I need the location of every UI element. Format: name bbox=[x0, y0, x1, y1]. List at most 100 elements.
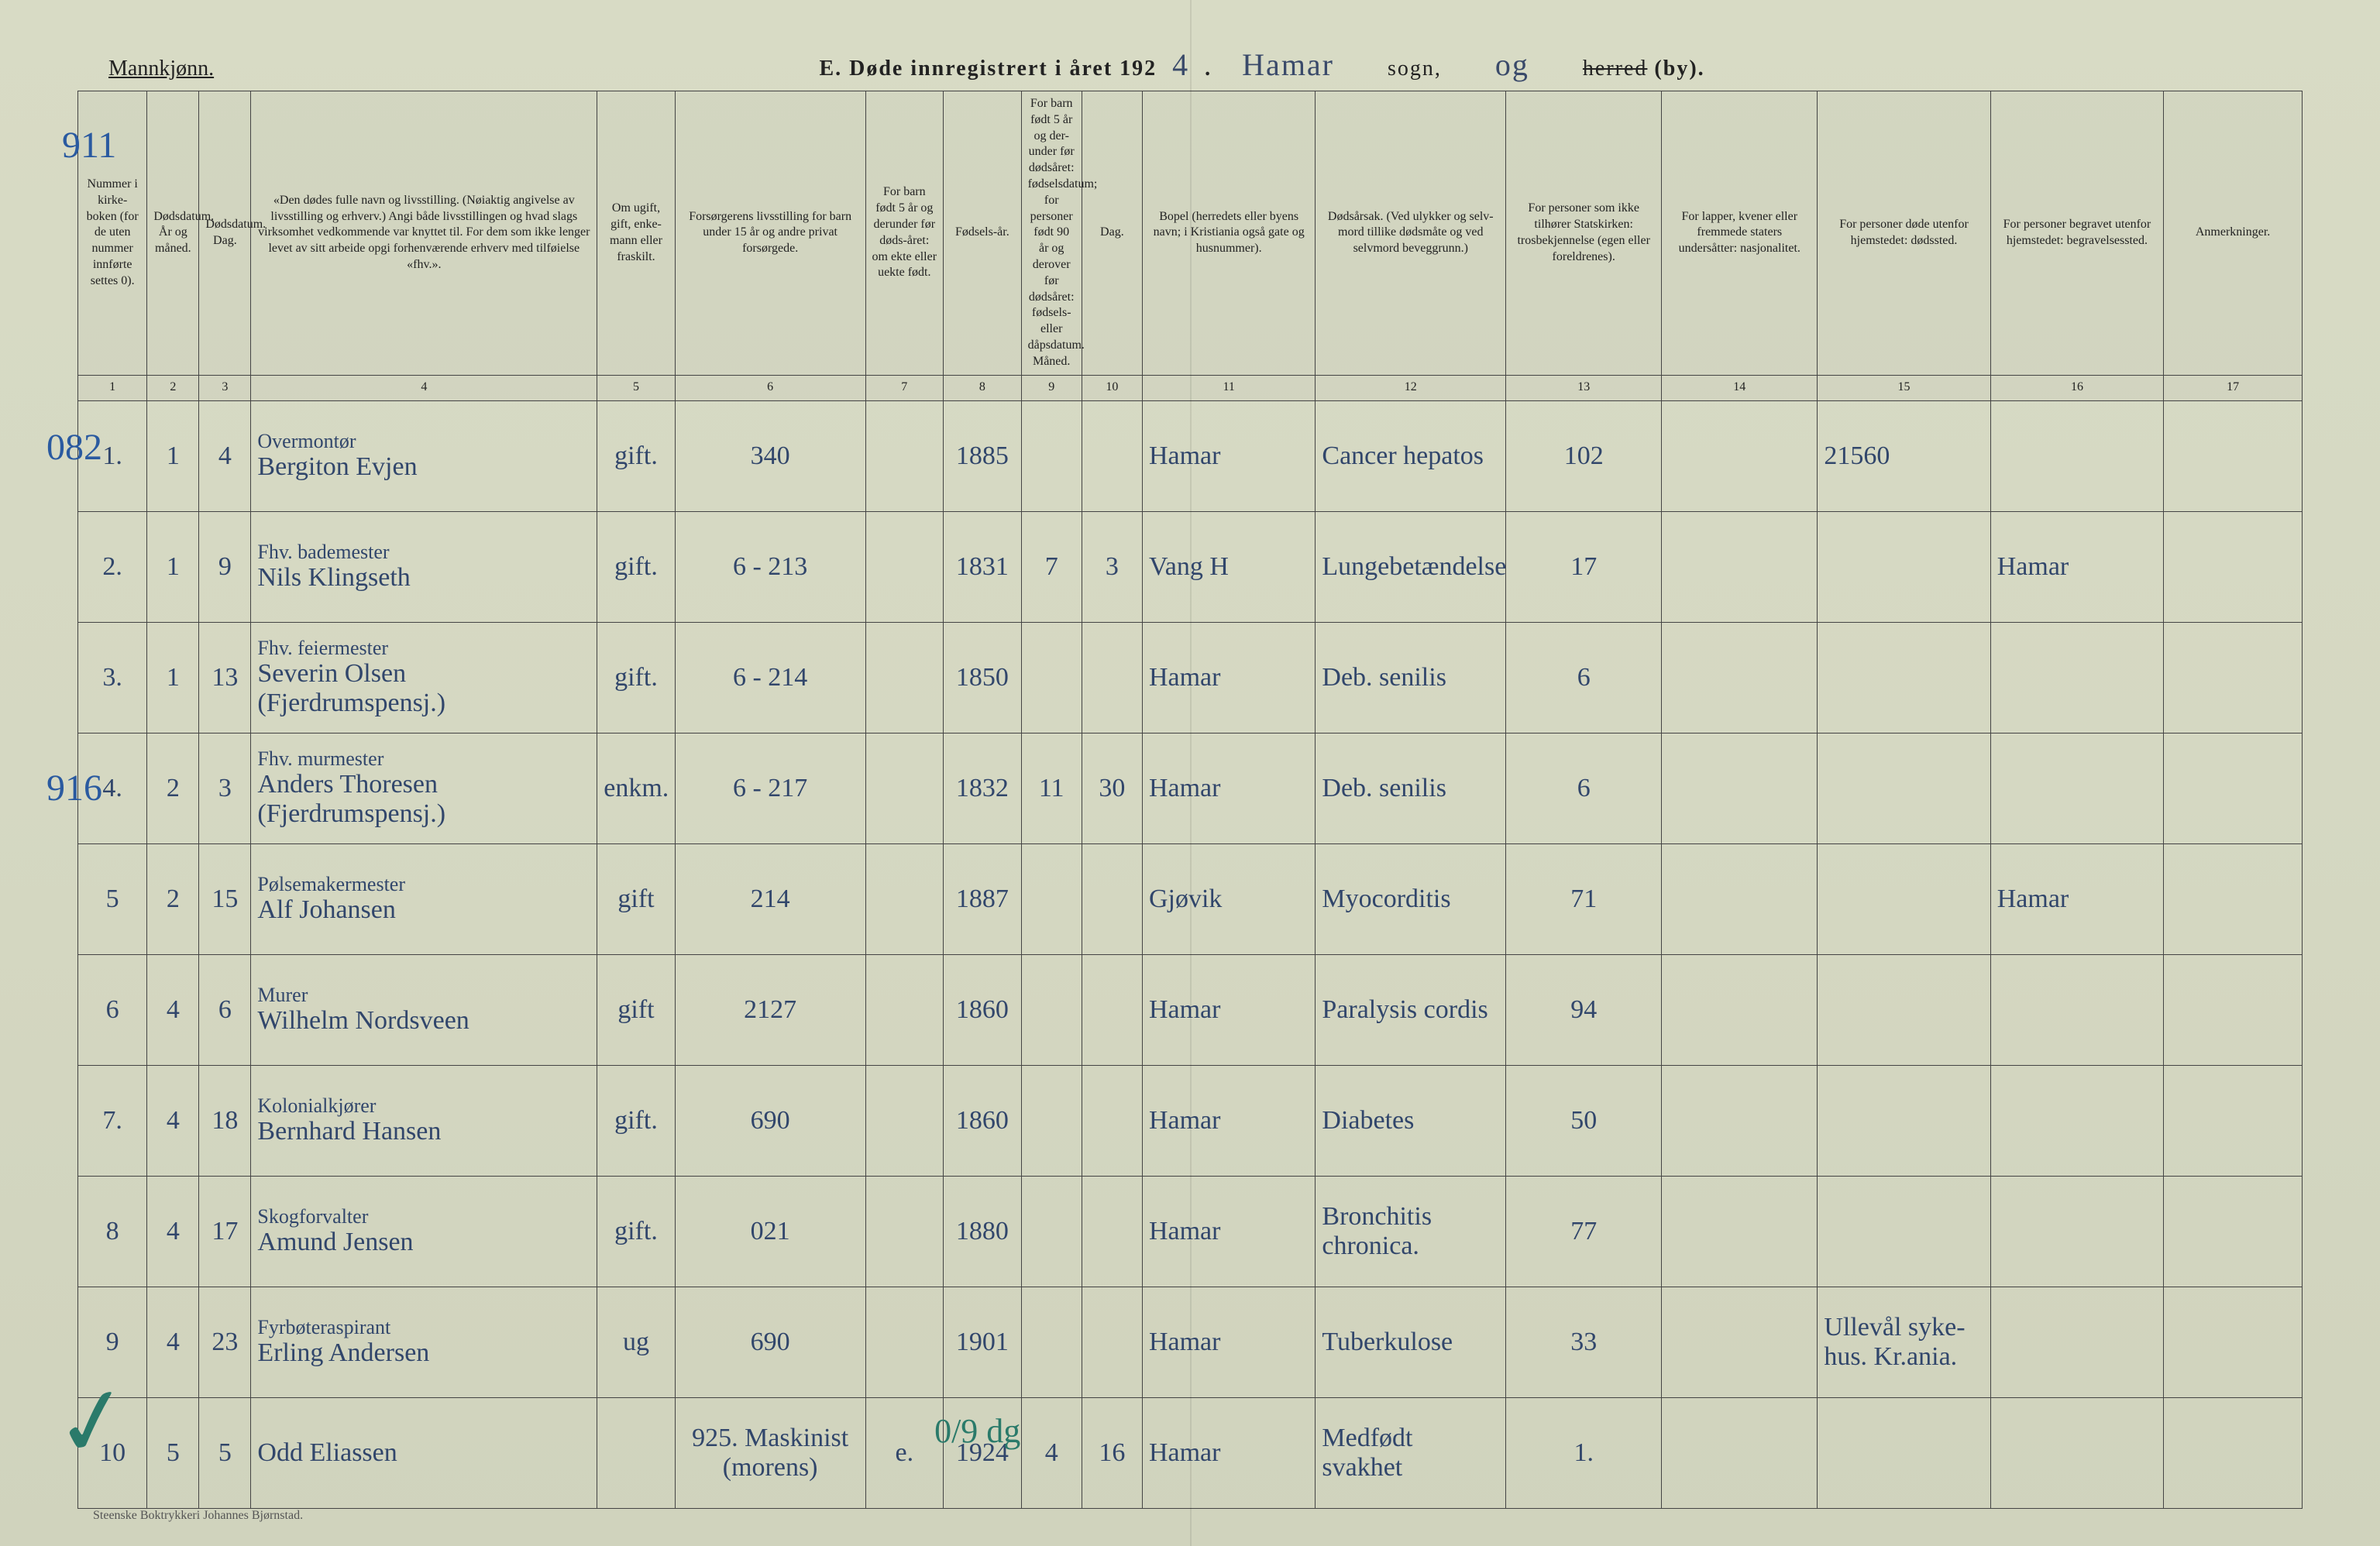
col-header: «Den dødes fulle navn og livsstilling. (… bbox=[251, 91, 597, 376]
header-title: E. Døde innregistrert i året 1924. Hamar… bbox=[245, 46, 2303, 83]
table-cell bbox=[1818, 843, 1990, 954]
table-cell: Vang H bbox=[1142, 511, 1315, 622]
ledger-table: Nummer i kirke-boken (for de uten nummer… bbox=[77, 91, 2303, 1509]
table-cell: 4 bbox=[147, 1065, 199, 1176]
table-cell: Hamar bbox=[1142, 1065, 1315, 1176]
col-num: 17 bbox=[2164, 375, 2303, 400]
table-cell: enkm. bbox=[597, 733, 676, 843]
col-num: 8 bbox=[944, 375, 1022, 400]
table-cell: 6 - 213 bbox=[675, 511, 865, 622]
table-cell: 2. bbox=[78, 511, 147, 622]
col-header: Dødsårsak. (Ved ulykker og selv-mord til… bbox=[1316, 91, 1506, 376]
table-cell: gift. bbox=[597, 622, 676, 733]
table-cell: 21560 bbox=[1818, 400, 1990, 511]
margin-number-2: 082 bbox=[46, 426, 102, 469]
table-cell: 690 bbox=[675, 1065, 865, 1176]
table-cell bbox=[1818, 954, 1990, 1065]
table-cell: PølsemakermesterAlf Johansen bbox=[251, 843, 597, 954]
table-cell: 6 bbox=[78, 954, 147, 1065]
col-num: 14 bbox=[1662, 375, 1818, 400]
table-cell bbox=[1082, 954, 1142, 1065]
table-cell bbox=[865, 400, 944, 511]
table-cell: 15 bbox=[199, 843, 251, 954]
table-cell: 4 bbox=[147, 1287, 199, 1397]
table-row: 646MurerWilhelm Nordsveengift21271860Ham… bbox=[78, 954, 2303, 1065]
table-cell bbox=[1990, 1176, 2163, 1287]
table-cell bbox=[597, 1397, 676, 1508]
table-cell: Hamar bbox=[1142, 622, 1315, 733]
table-cell: 5 bbox=[78, 843, 147, 954]
table-cell: Bronchitis chronica. bbox=[1316, 1176, 1506, 1287]
table-cell: 13 bbox=[199, 622, 251, 733]
table-cell: 1887 bbox=[944, 843, 1022, 954]
table-row: 1.14OvermontørBergiton Evjengift.3401885… bbox=[78, 400, 2303, 511]
table-cell bbox=[1662, 1065, 1818, 1176]
table-cell bbox=[1021, 843, 1082, 954]
table-cell: Tuberkulose bbox=[1316, 1287, 1506, 1397]
table-cell: 7 bbox=[1021, 511, 1082, 622]
table-cell bbox=[2164, 400, 2303, 511]
table-cell: 5 bbox=[147, 1397, 199, 1508]
table-cell bbox=[865, 1287, 944, 1397]
table-cell bbox=[1082, 1065, 1142, 1176]
table-cell bbox=[1818, 511, 1990, 622]
table-cell: Diabetes bbox=[1316, 1065, 1506, 1176]
col-num: 2 bbox=[147, 375, 199, 400]
table-cell bbox=[2164, 1287, 2303, 1397]
table-cell: 17 bbox=[1506, 511, 1662, 622]
table-cell: gift bbox=[597, 954, 676, 1065]
table-cell: 1 bbox=[147, 511, 199, 622]
table-cell: 4 bbox=[147, 954, 199, 1065]
table-cell: 77 bbox=[1506, 1176, 1662, 1287]
col-num: 5 bbox=[597, 375, 676, 400]
table-cell: 1831 bbox=[944, 511, 1022, 622]
table-cell bbox=[1082, 1176, 1142, 1287]
table-row: 9423FyrbøteraspirantErling Andersenug690… bbox=[78, 1287, 2303, 1397]
table-cell: gift. bbox=[597, 400, 676, 511]
table-cell: Hamar bbox=[1990, 511, 2163, 622]
col-header: Forsørgerens livsstilling for barn under… bbox=[675, 91, 865, 376]
table-row: 8417SkogforvalterAmund Jensengift.021188… bbox=[78, 1176, 2303, 1287]
table-cell: 18 bbox=[199, 1065, 251, 1176]
table-cell: 214 bbox=[675, 843, 865, 954]
table-cell bbox=[1662, 843, 1818, 954]
table-cell bbox=[1990, 1397, 2163, 1508]
table-cell bbox=[1021, 622, 1082, 733]
table-cell: Fhv. bademesterNils Klingseth bbox=[251, 511, 597, 622]
table-cell: OvermontørBergiton Evjen bbox=[251, 400, 597, 511]
table-cell bbox=[2164, 1397, 2303, 1508]
table-cell: Hamar bbox=[1142, 954, 1315, 1065]
col-header: For barn født 5 år og der-under før døds… bbox=[1021, 91, 1082, 376]
table-cell: Paralysis cordis bbox=[1316, 954, 1506, 1065]
table-cell bbox=[1818, 622, 1990, 733]
table-cell: 1 bbox=[147, 400, 199, 511]
table-cell: 1885 bbox=[944, 400, 1022, 511]
table-cell bbox=[1021, 1176, 1082, 1287]
table-cell: 30 bbox=[1082, 733, 1142, 843]
table-cell: 33 bbox=[1506, 1287, 1662, 1397]
table-cell bbox=[1990, 400, 2163, 511]
table-cell bbox=[1021, 1287, 1082, 1397]
table-cell bbox=[1662, 511, 1818, 622]
table-cell: Ullevål syke-hus. Kr.ania. bbox=[1818, 1287, 1990, 1397]
table-body: 1.14OvermontørBergiton Evjengift.3401885… bbox=[78, 400, 2303, 1508]
table-cell bbox=[2164, 1176, 2303, 1287]
table-cell: 50 bbox=[1506, 1065, 1662, 1176]
col-header: For personer som ikke tilhører Statskirk… bbox=[1506, 91, 1662, 376]
col-header: Dødsdatum. År og måned. bbox=[147, 91, 199, 376]
table-cell: Hamar bbox=[1142, 400, 1315, 511]
table-cell: Odd Eliassen bbox=[251, 1397, 597, 1508]
table-cell bbox=[1818, 733, 1990, 843]
table-row: 3.113Fhv. feiermesterSeverin Olsen (Fjer… bbox=[78, 622, 2303, 733]
table-cell: 1860 bbox=[944, 954, 1022, 1065]
table-cell: Deb. senilis bbox=[1316, 622, 1506, 733]
table-cell: 1850 bbox=[944, 622, 1022, 733]
table-cell: 1880 bbox=[944, 1176, 1022, 1287]
table-cell: Hamar bbox=[1142, 1397, 1315, 1508]
table-cell: 7. bbox=[78, 1065, 147, 1176]
table-cell: 3. bbox=[78, 622, 147, 733]
table-cell: 6 bbox=[199, 954, 251, 1065]
table-cell: gift bbox=[597, 843, 676, 954]
header-left: Mannkjønn. bbox=[108, 57, 214, 81]
table-cell: 925. Maskinist (morens) bbox=[675, 1397, 865, 1508]
